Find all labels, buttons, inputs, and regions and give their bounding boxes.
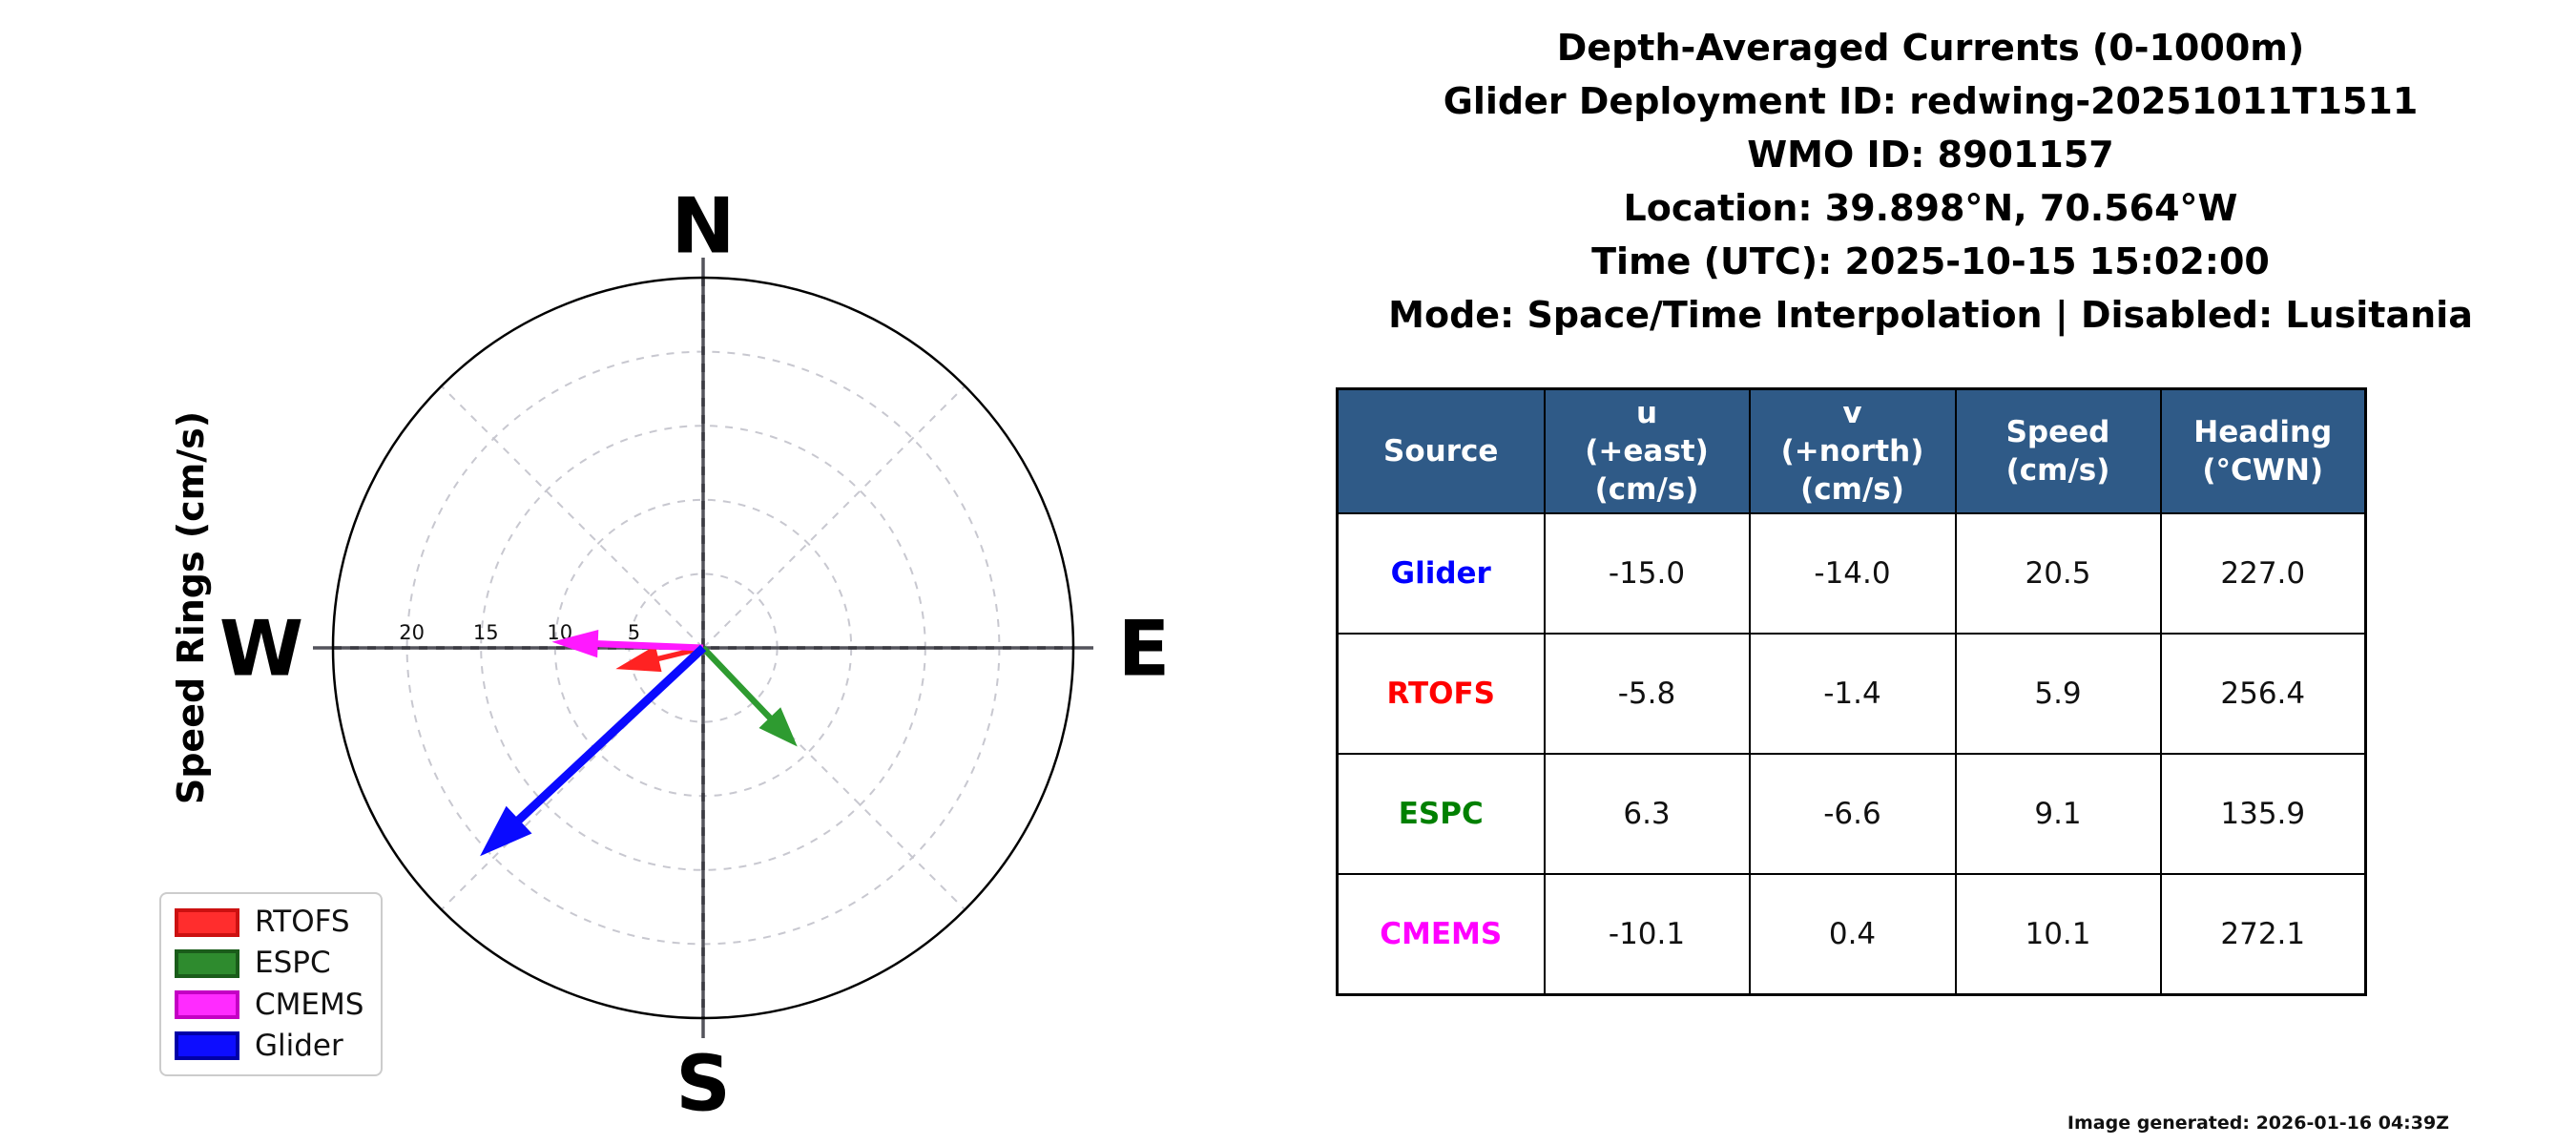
legend-label: CMEMS bbox=[255, 987, 364, 1022]
col-header-u: u (+east) (cm/s) bbox=[1543, 387, 1751, 514]
heading-cell: 256.4 bbox=[2159, 633, 2367, 755]
speed-cell: 5.9 bbox=[1954, 633, 2162, 755]
table-header-row: Source u (+east) (cm/s) v (+north) (cm/s… bbox=[1336, 387, 2367, 514]
legend-item-espc: ESPC bbox=[175, 948, 381, 978]
outer-boundary-circle bbox=[331, 276, 1075, 1020]
rtofs-color-swatch bbox=[175, 907, 239, 937]
espc-color-swatch bbox=[175, 948, 239, 978]
title-block: Depth-Averaged Currents (0-1000m) Glider… bbox=[1285, 21, 2576, 342]
time-line: Time (UTC): 2025-10-15 15:02:00 bbox=[1591, 240, 2270, 282]
table-row-cmems: CMEMS -10.1 0.4 10.1 272.1 bbox=[1336, 873, 2367, 996]
u-cell: -10.1 bbox=[1543, 873, 1751, 996]
glider-color-swatch bbox=[175, 1031, 239, 1061]
heading-cell: 272.1 bbox=[2159, 873, 2367, 996]
v-cell: 0.4 bbox=[1748, 873, 1957, 996]
vector-arrow-espc bbox=[758, 707, 798, 747]
legend-item-glider: Glider bbox=[175, 1028, 381, 1063]
legend-item-cmems: CMEMS bbox=[175, 987, 381, 1022]
speed-cell: 20.5 bbox=[1954, 512, 2162, 635]
v-cell: -14.0 bbox=[1748, 512, 1957, 635]
col-header-source: Source bbox=[1336, 387, 1546, 514]
legend-label: ESPC bbox=[255, 946, 331, 981]
plot-title: Depth-Averaged Currents (0-1000m) bbox=[1556, 27, 2305, 69]
cmems-color-swatch bbox=[175, 990, 239, 1020]
source-cell: CMEMS bbox=[1336, 873, 1546, 996]
v-cell: -6.6 bbox=[1748, 753, 1957, 875]
speed-rings-axis-label: Speed Rings (cm/s) bbox=[170, 411, 212, 804]
location-line: Location: 39.898°N, 70.564°W bbox=[1623, 187, 2238, 229]
vector-arrow-rtofs bbox=[615, 645, 662, 673]
col-header-speed: Speed (cm/s) bbox=[1954, 387, 2162, 514]
source-cell: Glider bbox=[1336, 512, 1546, 635]
vector-stem-glider bbox=[500, 644, 707, 838]
compass-label-s: S bbox=[675, 1040, 731, 1129]
speed-cell: 10.1 bbox=[1954, 873, 2162, 996]
u-cell: 6.3 bbox=[1543, 753, 1751, 875]
vector-arrow-glider bbox=[480, 805, 532, 857]
table-row-rtofs: RTOFS -5.8 -1.4 5.9 256.4 bbox=[1336, 633, 2367, 755]
diagonal-spoke-ne bbox=[702, 385, 966, 649]
v-cell: -1.4 bbox=[1748, 633, 1957, 755]
source-cell: ESPC bbox=[1336, 753, 1546, 875]
image-generated-timestamp: Image generated: 2026-01-16 04:39Z bbox=[2067, 1113, 2449, 1134]
plot-legend: RTOFS ESPC CMEMS Glider bbox=[159, 892, 383, 1076]
vector-stem-cmems bbox=[579, 639, 704, 652]
col-header-v: v (+north) (cm/s) bbox=[1748, 387, 1957, 514]
table-row-glider: Glider -15.0 -14.0 20.5 227.0 bbox=[1336, 512, 2367, 635]
compass-label-w: W bbox=[219, 605, 303, 694]
vector-stem-espc bbox=[700, 645, 783, 732]
heading-cell: 227.0 bbox=[2159, 512, 2367, 635]
table-row-espc: ESPC 6.3 -6.6 9.1 135.9 bbox=[1336, 753, 2367, 875]
source-cell: RTOFS bbox=[1336, 633, 1546, 755]
ring-tick-label-20: 20 bbox=[399, 621, 425, 644]
u-cell: -15.0 bbox=[1543, 512, 1751, 635]
deployment-id-line: Glider Deployment ID: redwing-20251011T1… bbox=[1443, 80, 2419, 122]
ring-tick-label-5: 5 bbox=[628, 621, 640, 644]
vector-arrow-cmems bbox=[551, 629, 599, 658]
compass-label-n: N bbox=[672, 182, 736, 271]
wmo-id-line: WMO ID: 8901157 bbox=[1747, 134, 2114, 176]
legend-label: Glider bbox=[255, 1028, 343, 1063]
heading-cell: 135.9 bbox=[2159, 753, 2367, 875]
mode-line: Mode: Space/Time Interpolation | Disable… bbox=[1388, 294, 2473, 336]
diagonal-spoke-nw bbox=[440, 385, 704, 649]
legend-item-rtofs: RTOFS bbox=[175, 907, 381, 937]
legend-label: RTOFS bbox=[255, 905, 350, 940]
currents-table: Source u (+east) (cm/s) v (+north) (cm/s… bbox=[1336, 387, 2367, 996]
speed-cell: 9.1 bbox=[1954, 753, 2162, 875]
u-cell: -5.8 bbox=[1543, 633, 1751, 755]
col-header-heading: Heading (°CWN) bbox=[2159, 387, 2367, 514]
ring-tick-label-15: 15 bbox=[473, 621, 499, 644]
compass-label-e: E bbox=[1118, 605, 1171, 694]
